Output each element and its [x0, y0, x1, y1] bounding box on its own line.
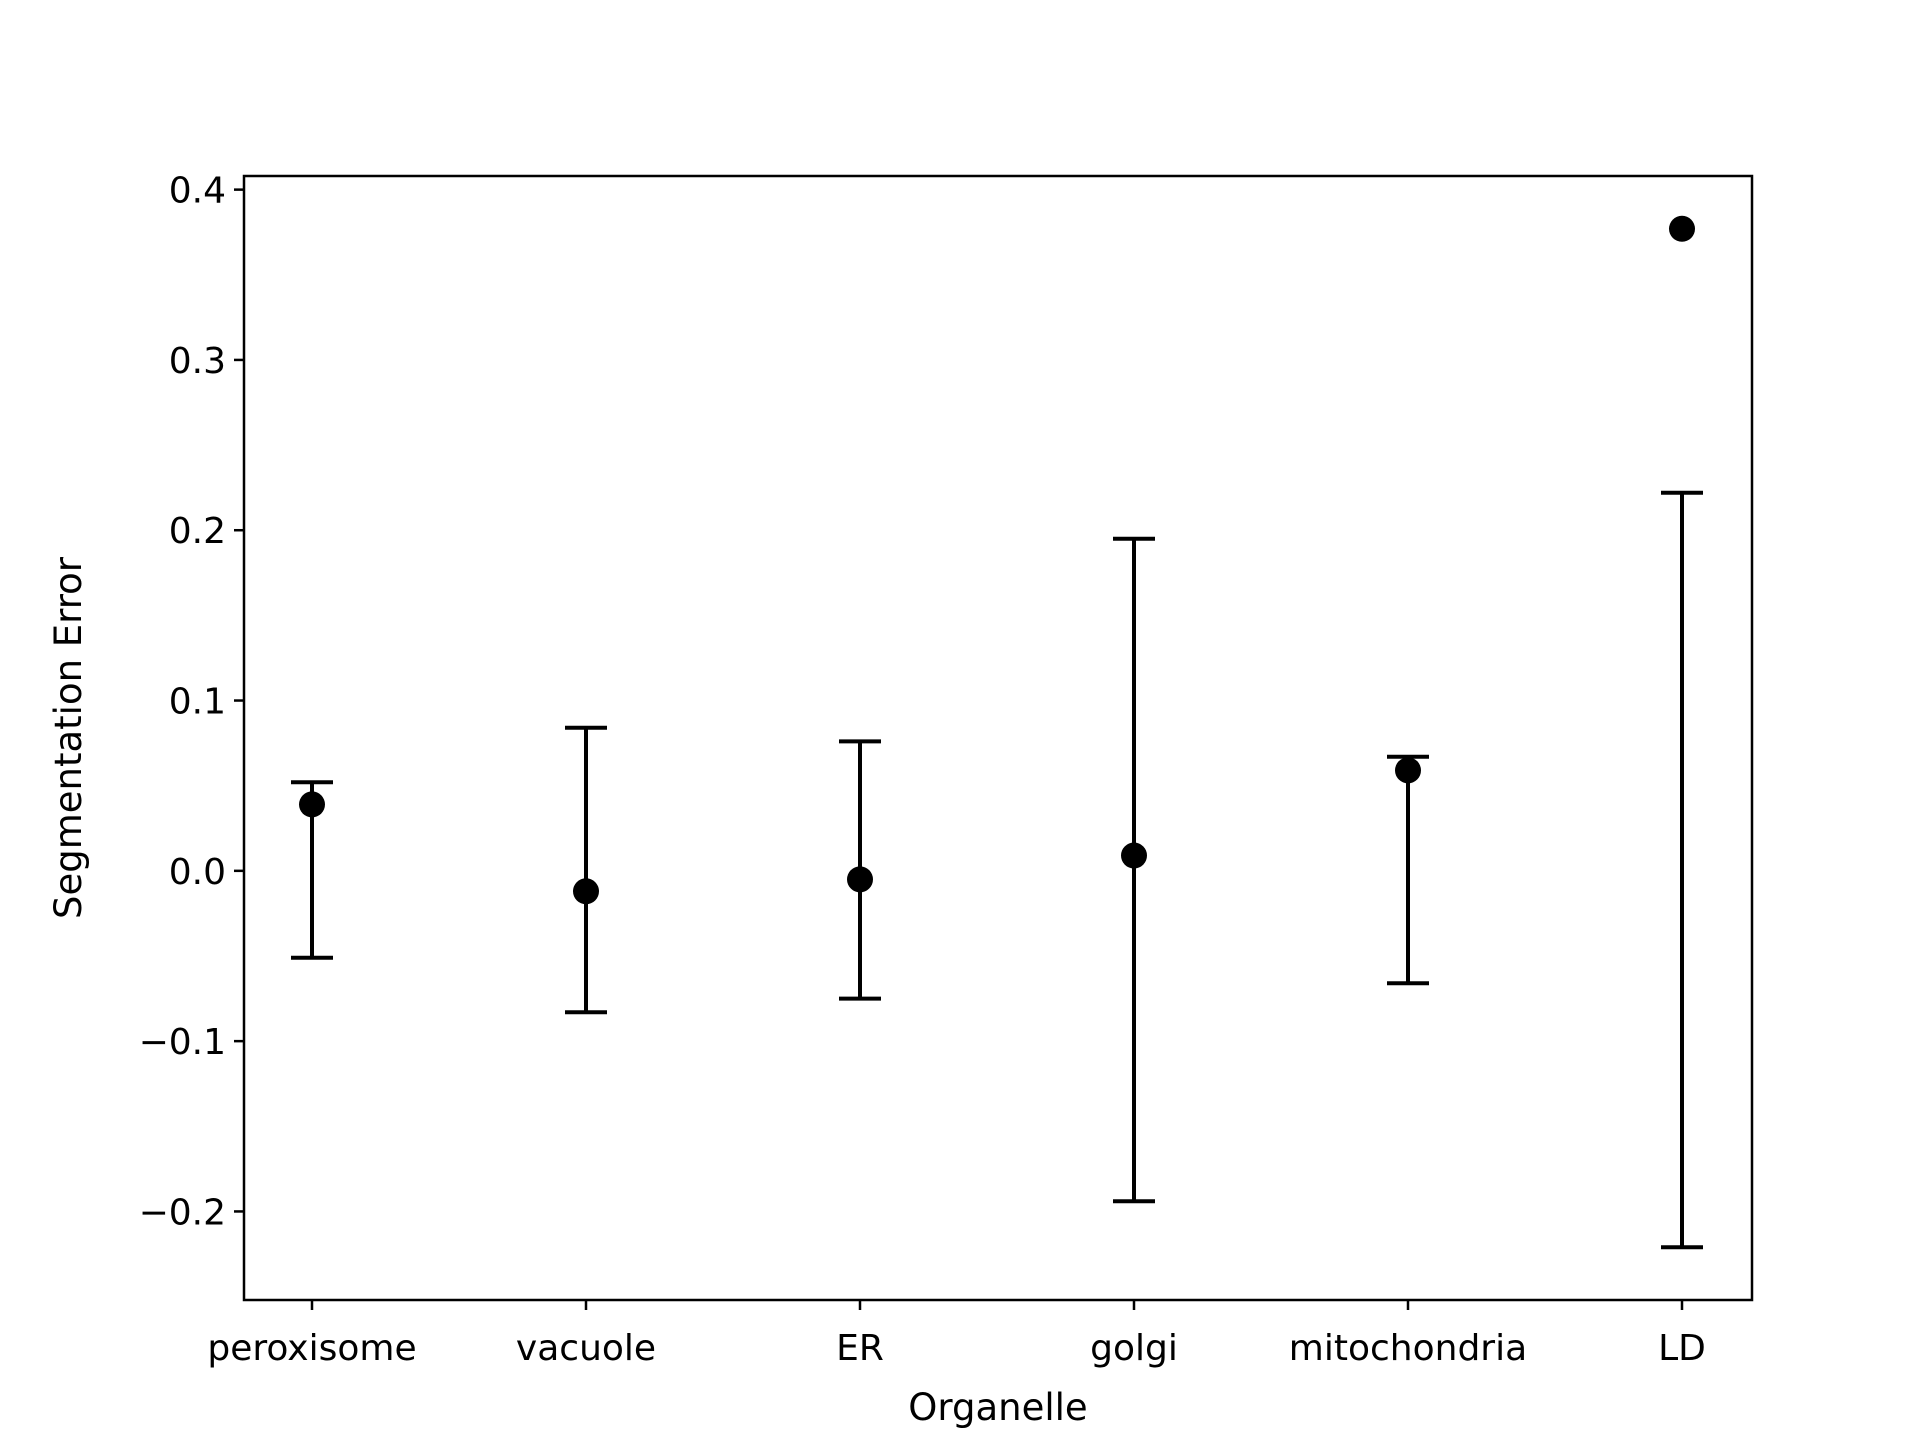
point-golgi: [1121, 842, 1147, 869]
x-tick-label: LD: [1658, 1328, 1706, 1369]
x-tick-label: golgi: [1090, 1328, 1178, 1369]
y-axis-label: Segmentation Error: [47, 556, 90, 919]
y-axis: −0.2 −0.1 0.0 0.1 0.2 0.3 0.4: [139, 171, 244, 1233]
y-tick-label: 0.0: [169, 852, 226, 893]
data-points: [299, 215, 1695, 905]
x-tick-label: vacuole: [516, 1328, 656, 1369]
plot-frame: [242, 174, 1754, 1302]
x-tick-label: mitochondria: [1289, 1328, 1527, 1369]
point-peroxisome: [299, 791, 325, 818]
y-tick-label: −0.1: [139, 1022, 226, 1063]
error-bars: [291, 490, 1703, 1250]
point-ER: [847, 866, 873, 893]
point-mitochondria: [1395, 757, 1421, 784]
point-vacuole: [573, 878, 599, 905]
y-tick-label: 0.4: [169, 171, 226, 212]
y-tick-label: 0.3: [169, 341, 226, 382]
x-tick-label: ER: [836, 1328, 884, 1369]
x-axis-label: Organelle: [908, 1386, 1087, 1429]
plot-area: [244, 176, 1752, 1300]
y-tick-label: 0.2: [169, 511, 226, 552]
y-tick-label: 0.1: [169, 682, 226, 723]
y-tick-label: −0.2: [139, 1192, 226, 1233]
x-tick-label: peroxisome: [207, 1328, 416, 1369]
x-axis: peroxisome vacuole ER golgi mitochondria LD: [207, 1300, 1706, 1369]
point-LD: [1669, 215, 1695, 242]
